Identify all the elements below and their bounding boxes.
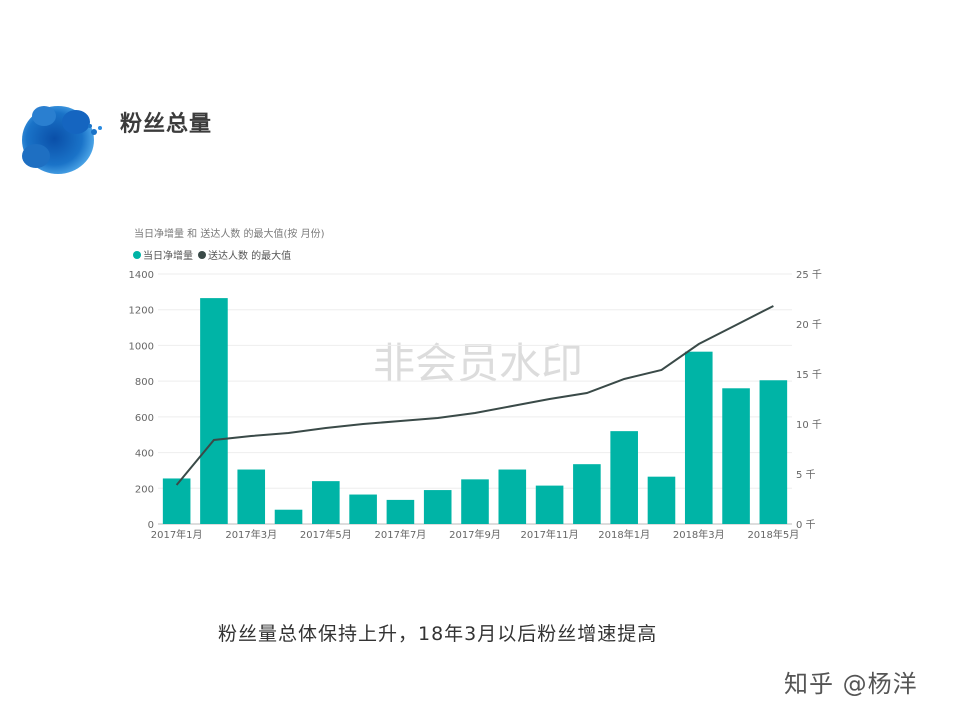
bar: [684, 351, 713, 524]
y-right-tick-label: 5 千: [796, 469, 816, 481]
x-tick-label: 2017年5月: [300, 528, 352, 541]
y-left-tick-label: 1000: [129, 341, 154, 352]
y-left-tick-label: 0: [148, 520, 154, 531]
page-title: 粉丝总量: [120, 112, 213, 137]
caption: 粉丝量总体保持上升，18年3月以后粉丝增速提高: [218, 623, 658, 645]
bar: [423, 490, 452, 524]
x-axis-ticks: 2017年1月 2017年3月 2017年5月 2017年7月 2017年9月 2017年…: [151, 528, 800, 541]
bar: [647, 476, 676, 524]
bar: [535, 485, 564, 524]
legend-label-line: 送达人数 的最大值: [208, 249, 291, 262]
x-tick-label: 2018年1月: [598, 528, 650, 541]
y-right-tick-label: 20 千: [796, 319, 822, 331]
bar: [759, 380, 788, 524]
blue-ink-splash-icon: [14, 98, 106, 182]
line-series: [175, 305, 774, 486]
y-right-tick-label: 15 千: [796, 369, 822, 381]
bar: [162, 478, 191, 524]
x-tick-label: 2018年3月: [673, 528, 725, 541]
watermark: 非会员水印: [373, 339, 583, 388]
x-tick-label: 2018年5月: [747, 528, 799, 541]
legend-label-bars: 当日净增量: [143, 249, 193, 262]
bar: [461, 479, 489, 524]
legend-marker-bars: [133, 251, 141, 259]
bar: [349, 494, 377, 524]
bar-series: [162, 298, 788, 524]
y-left-tick-label: 800: [135, 377, 154, 388]
y-right-tick-label: 10 千: [796, 419, 822, 431]
bar: [498, 469, 527, 524]
y-right-tick-label: 25 千: [796, 269, 822, 281]
chart-title: 当日净增量 和 送达人数 的最大值(按 月份): [134, 227, 325, 240]
bar: [237, 469, 266, 524]
x-tick-label: 2017年3月: [225, 528, 277, 541]
bar: [386, 499, 415, 524]
y-left-tick-label: 200: [135, 484, 154, 495]
bar: [610, 431, 638, 524]
x-tick-label: 2017年9月: [449, 528, 501, 541]
x-tick-label: 2017年7月: [375, 528, 427, 541]
x-tick-label: 2017年1月: [151, 528, 203, 541]
right-axis-ticks: 0 千 5 千 10 千 15 千 20 千 25 千: [796, 269, 822, 531]
credit: 知乎 @杨洋: [784, 670, 918, 698]
bar: [200, 298, 228, 524]
legend: 当日净增量 送达人数 的最大值: [133, 249, 291, 262]
legend-marker-line: [198, 251, 206, 259]
bar: [573, 464, 601, 524]
y-right-tick-label: 0 千: [796, 519, 816, 531]
bar: [274, 509, 303, 524]
y-left-tick-label: 1200: [129, 306, 154, 317]
bar: [722, 388, 750, 524]
series-line: [175, 305, 774, 486]
y-left-tick-label: 400: [135, 449, 154, 460]
bar: [312, 481, 340, 524]
y-left-tick-label: 1400: [129, 270, 154, 281]
left-axis-ticks: 0 200 400 600 800 1000 1200 1400: [129, 270, 154, 531]
x-tick-label: 2017年11月: [520, 528, 578, 541]
y-left-tick-label: 600: [135, 413, 154, 424]
